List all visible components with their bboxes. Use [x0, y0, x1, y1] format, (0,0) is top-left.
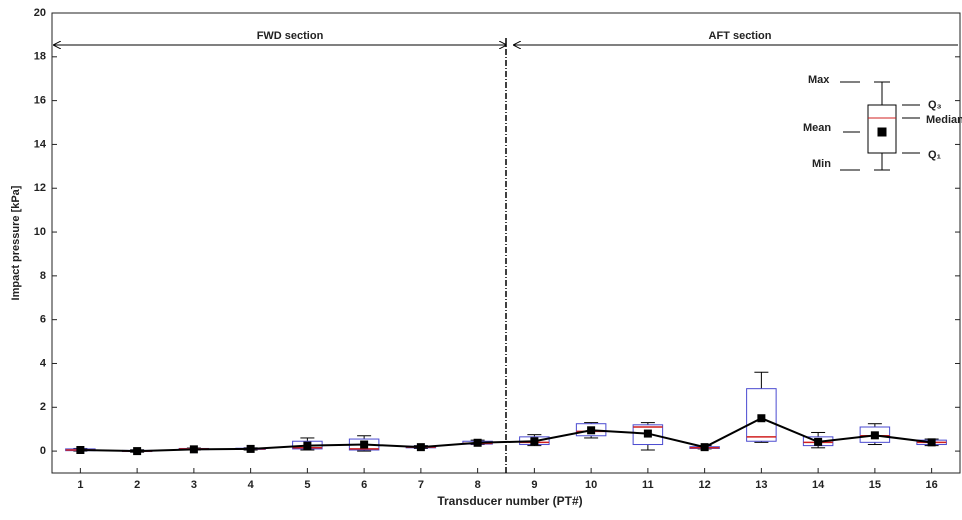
- legend: [840, 81, 920, 171]
- legend-label: Mean: [803, 122, 831, 134]
- mean-marker: [303, 441, 312, 450]
- box: [575, 423, 607, 437]
- mean-line: [80, 417, 932, 453]
- y-tick-label: 2: [40, 401, 46, 413]
- x-tick-label: 1: [77, 479, 83, 491]
- mean-marker: [246, 444, 255, 453]
- legend-label: Median: [926, 114, 962, 126]
- box: [632, 424, 664, 446]
- mean-marker: [360, 440, 369, 449]
- section-label: AFT section: [709, 30, 772, 42]
- x-tick-label: 5: [304, 479, 310, 491]
- y-tick-label: 20: [34, 7, 46, 19]
- mean-marker: [927, 438, 936, 447]
- mean-marker: [643, 429, 652, 438]
- y-tick-label: 16: [34, 95, 46, 107]
- legend-label: Q₃: [928, 99, 942, 111]
- box: [859, 426, 891, 443]
- mean-marker: [76, 446, 85, 454]
- mean-marker: [700, 443, 709, 452]
- legend-label: Max: [808, 74, 830, 86]
- y-tick-label: 4: [40, 357, 47, 369]
- section-label: FWD section: [257, 30, 324, 42]
- y-tick-label: 0: [40, 445, 46, 457]
- mean-marker: [814, 437, 823, 446]
- y-tick-label: 18: [34, 51, 46, 63]
- mean-marker: [530, 437, 539, 446]
- mean-marker: [133, 447, 142, 456]
- x-tick-label: 13: [755, 479, 767, 491]
- mean-marker: [473, 438, 482, 447]
- legend-label: Q₁: [928, 149, 942, 161]
- x-tick-label: 10: [585, 479, 597, 491]
- mean-marker: [587, 426, 596, 435]
- x-tick-label: 4: [248, 479, 255, 491]
- x-tick-label: 8: [475, 479, 481, 491]
- x-axis-label: Transducer number (PT#): [437, 494, 582, 508]
- x-tick-label: 3: [191, 479, 197, 491]
- mean-marker: [189, 445, 198, 454]
- box: [746, 388, 777, 442]
- mean-marker: [870, 431, 879, 440]
- x-tick-label: 7: [418, 479, 424, 491]
- y-tick-label: 6: [40, 314, 46, 326]
- y-axis-label: Impact pressure [kPa]: [10, 185, 22, 300]
- x-tick-label: 12: [699, 479, 711, 491]
- y-tick-label: 10: [34, 226, 46, 238]
- x-tick-label: 11: [642, 479, 654, 491]
- mean-marker: [757, 414, 766, 423]
- x-tick-label: 16: [926, 479, 938, 491]
- y-tick-label: 8: [40, 270, 46, 282]
- y-tick-label: 12: [34, 182, 46, 194]
- legend-label: Min: [812, 158, 831, 170]
- x-tick-label: 9: [531, 479, 537, 491]
- x-tick-label: 14: [812, 479, 825, 491]
- x-tick-label: 2: [134, 479, 140, 491]
- x-tick-label: 6: [361, 479, 367, 491]
- mean-marker: [416, 443, 425, 452]
- y-tick-label: 14: [34, 138, 47, 150]
- x-tick-label: 15: [869, 479, 881, 491]
